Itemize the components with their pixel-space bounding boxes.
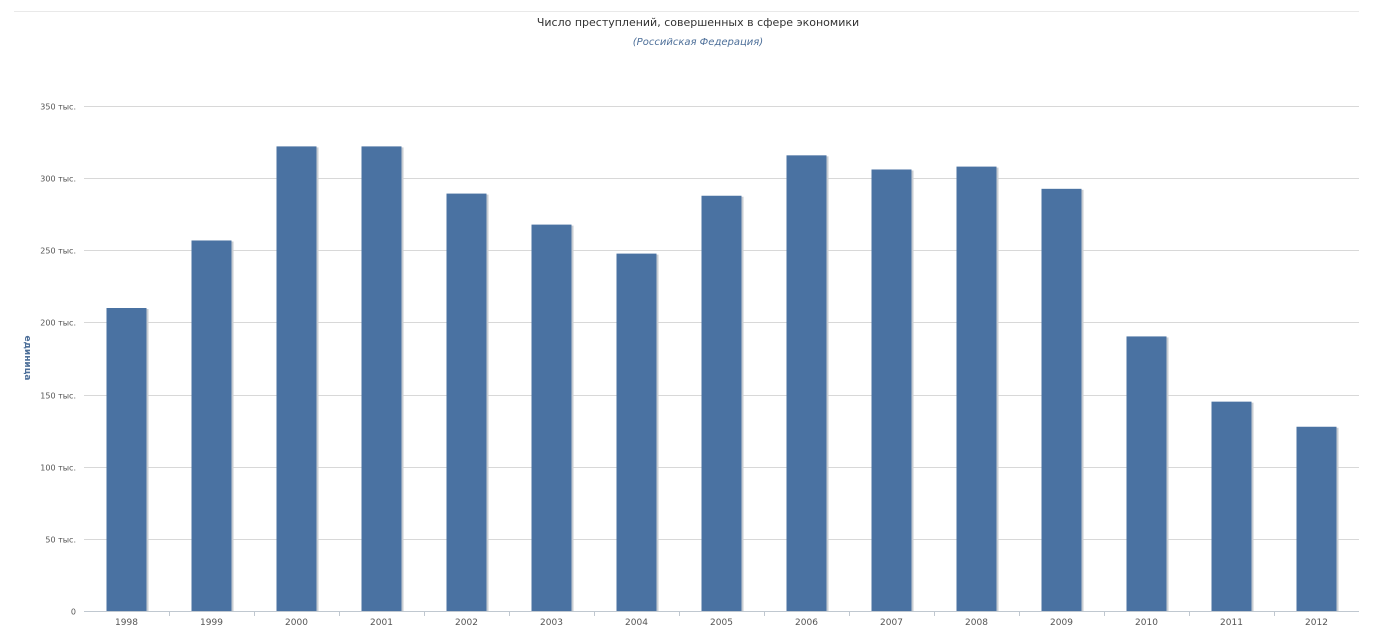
y-axis-ticks: 0 50 тыс. 100 тыс. 150 тыс. 200 тыс. 250 тыс.… — [40, 103, 76, 617]
bars — [106, 146, 1339, 612]
y-tick-label: 150 тыс. — [40, 392, 76, 401]
x-tick-label: 1999 — [200, 618, 223, 628]
bar-1999 — [191, 240, 232, 611]
y-tick-label: 350 тыс. — [40, 103, 76, 112]
bar-2011 — [1211, 401, 1252, 611]
x-tick-label: 2000 — [285, 618, 308, 628]
x-tick-label: 2010 — [1135, 618, 1158, 628]
y-tick-label: 100 тыс. — [40, 464, 76, 473]
bar-1998 — [106, 308, 147, 611]
bar-2005 — [701, 195, 742, 611]
x-tick-label: 2002 — [455, 618, 478, 628]
x-tick-label: 2004 — [625, 618, 648, 628]
x-tick-label: 2011 — [1220, 618, 1243, 628]
bar-2002 — [446, 193, 487, 611]
bar-2012 — [1296, 426, 1337, 611]
x-tick-label: 2003 — [540, 618, 563, 628]
y-tick-label: 0 — [71, 608, 76, 617]
bar-2001 — [361, 146, 402, 611]
x-tick-label: 2001 — [370, 618, 393, 628]
x-tick-label: 2007 — [880, 618, 903, 628]
bar-2009 — [1041, 188, 1082, 611]
bar-2006 — [786, 155, 827, 612]
y-tick-label: 50 тыс. — [45, 536, 76, 545]
x-tick-label: 2006 — [795, 618, 818, 628]
chart-subtitle: (Российская Федерация) — [633, 37, 763, 48]
x-tick-label: 2005 — [710, 618, 733, 628]
bar-2004 — [616, 253, 657, 611]
bar-2010 — [1126, 336, 1167, 611]
bar-2008 — [956, 166, 997, 611]
y-axis-title: единица — [22, 336, 32, 381]
y-tick-label: 200 тыс. — [40, 319, 76, 328]
top-divider — [14, 11, 1359, 12]
chart-title: Число преступлений, совершенных в сфере … — [537, 16, 859, 29]
y-tick-label: 300 тыс. — [40, 175, 76, 184]
x-tick-label: 2012 — [1305, 618, 1328, 628]
x-axis-ticks: 1998 1999 2000 2001 2002 2003 2004 2005 2006 2007… — [115, 611, 1328, 628]
x-tick-label: 2009 — [1050, 618, 1073, 628]
bar-2007 — [871, 169, 912, 611]
x-tick-label: 2008 — [965, 618, 988, 628]
bar-2003 — [531, 224, 572, 612]
x-tick-label: 1998 — [115, 618, 138, 628]
y-tick-label: 250 тыс. — [40, 247, 76, 256]
bar-2000 — [276, 146, 317, 611]
